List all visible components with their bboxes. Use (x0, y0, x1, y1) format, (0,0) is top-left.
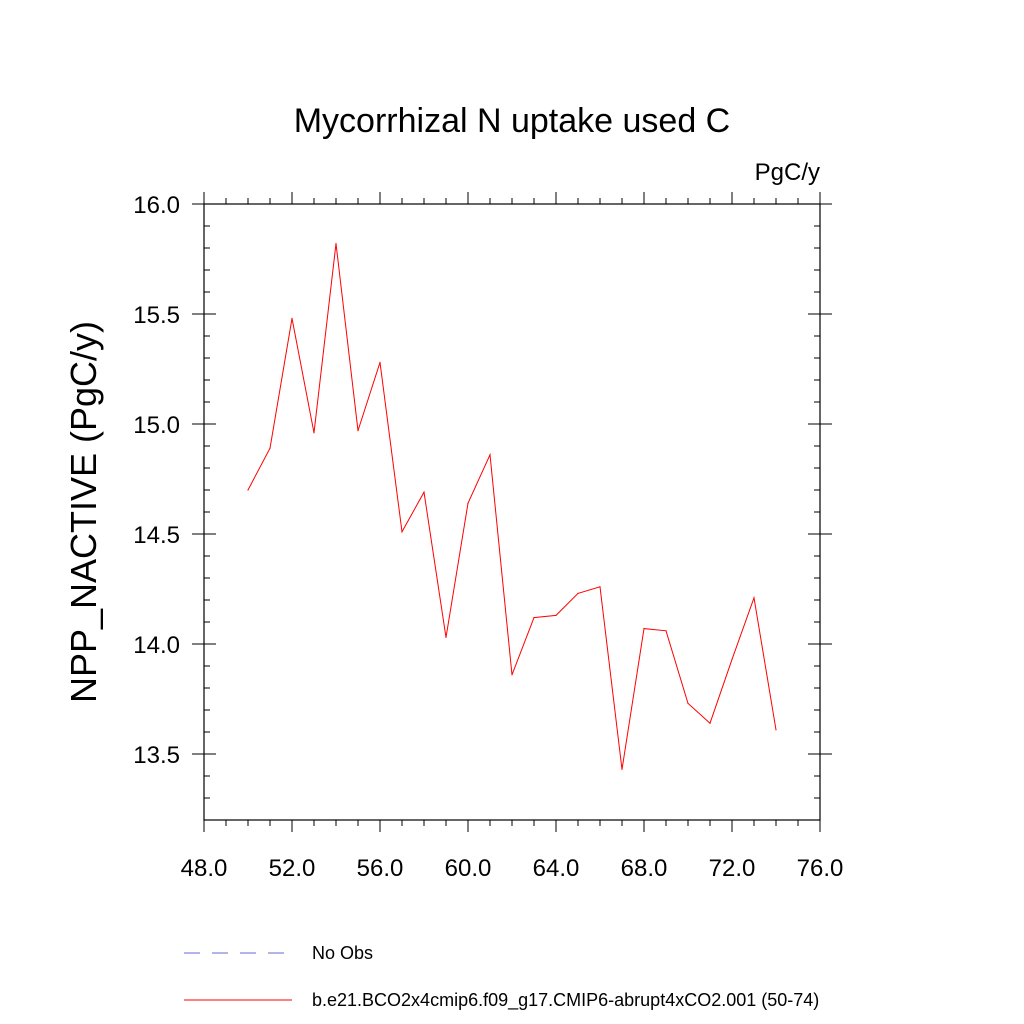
x-tick-label: 60.0 (445, 855, 492, 882)
y-tick-label: 15.5 (133, 302, 180, 329)
data-point (753, 597, 755, 599)
x-tick-label: 64.0 (533, 855, 580, 882)
x-tick-label: 52.0 (269, 855, 316, 882)
data-point (643, 628, 645, 630)
data-point (511, 674, 513, 676)
y-axis-ticks: 13.5 14.0 14.5 15.0 15.5 16.0 (133, 192, 832, 821)
data-point (423, 491, 425, 493)
data-point (621, 768, 623, 771)
series-line (247, 243, 777, 770)
data-point (555, 614, 557, 617)
x-tick-label: 56.0 (357, 855, 404, 882)
data-point (379, 361, 381, 363)
legend-label: No Obs (312, 943, 373, 963)
legend: No Obs b.e21.BCO2x4cmip6.f09_g17.CMIP6-ab… (184, 943, 819, 1011)
data-point (577, 592, 579, 595)
y-tick-label: 13.5 (133, 742, 180, 769)
data-point (401, 531, 403, 533)
y-tick-label: 14.5 (133, 522, 180, 549)
data-point (467, 502, 469, 504)
data-point (775, 729, 777, 731)
x-tick-label: 68.0 (621, 855, 668, 882)
data-point (269, 447, 271, 449)
data-point (687, 702, 689, 705)
plot-frame (203, 203, 821, 821)
data-point (291, 317, 293, 319)
y-tick-label: 14.0 (133, 632, 180, 659)
legend-label: b.e21.BCO2x4cmip6.f09_g17.CMIP6-abrupt4x… (312, 990, 819, 1011)
data-point (665, 630, 667, 632)
units-label: PgC/y (755, 159, 820, 186)
data-point (445, 636, 447, 639)
data-point (313, 432, 315, 434)
data-point (533, 617, 535, 619)
y-axis-label: NPP_NACTIVE (PgC/y) (63, 321, 104, 703)
x-axis-ticks: 48.0 52.0 56.0 60.0 64.0 68.0 72.0 76.0 (181, 192, 844, 882)
data-point (357, 430, 359, 432)
y-tick-label: 16.0 (133, 192, 180, 219)
series-lines (247, 243, 777, 771)
data-point (599, 586, 601, 588)
x-tick-label: 48.0 (181, 855, 228, 882)
x-tick-label: 72.0 (709, 855, 756, 882)
chart-title: Mycorrhizal N uptake used C (294, 102, 731, 140)
x-tick-label: 76.0 (797, 855, 844, 882)
data-point (335, 243, 337, 245)
data-point (247, 489, 249, 491)
data-point (731, 658, 733, 661)
data-point (709, 722, 711, 724)
data-point (489, 454, 491, 456)
y-tick-label: 15.0 (133, 412, 180, 439)
